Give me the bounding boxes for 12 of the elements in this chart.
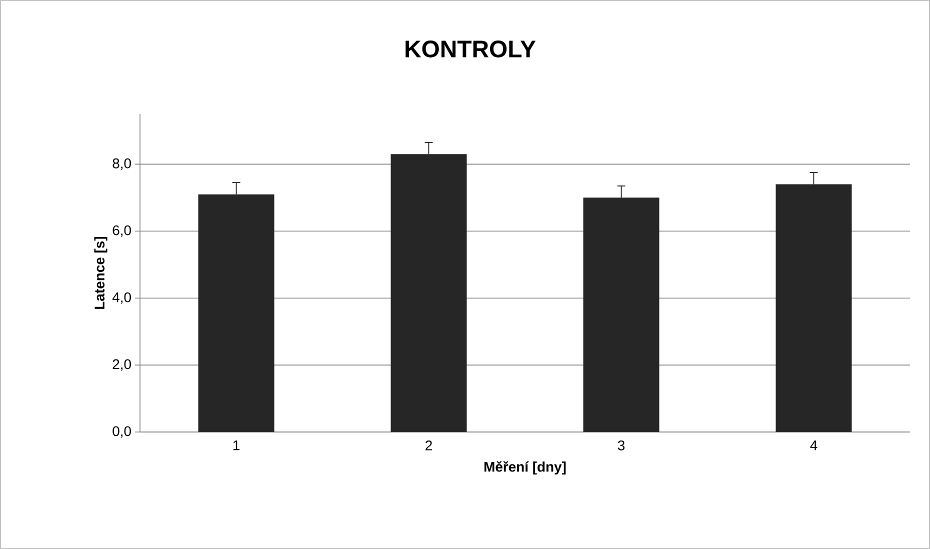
chart-title: KONTROLY xyxy=(406,40,536,58)
y-axis-title: Latence [s] xyxy=(94,236,108,309)
y-tick-label: 4,0 xyxy=(112,292,131,304)
y-tick-label: 0,0 xyxy=(112,426,131,438)
y-tick-label: 8,0 xyxy=(112,158,131,170)
x-axis-title: Měření [dny] xyxy=(484,461,566,475)
y-tick-label: 2,0 xyxy=(112,359,131,371)
y-tick-label: 6,0 xyxy=(112,225,131,237)
x-tick-label: 2 xyxy=(426,440,432,450)
x-tick-label: 4 xyxy=(810,440,818,450)
x-tick-label: 3 xyxy=(618,440,625,450)
x-tick-label: 1 xyxy=(233,440,240,450)
